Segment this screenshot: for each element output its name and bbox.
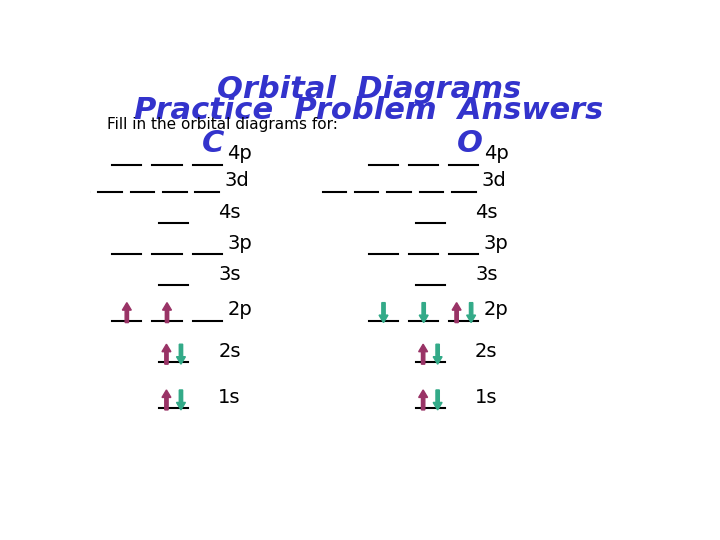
Text: 2s: 2s [218,342,240,361]
FancyArrow shape [433,390,442,410]
FancyArrow shape [433,344,442,364]
Text: 2s: 2s [475,342,498,361]
Text: 4s: 4s [475,202,498,221]
Text: 4p: 4p [228,144,252,163]
FancyArrow shape [162,344,171,364]
Text: 3p: 3p [484,234,509,253]
FancyArrow shape [419,302,428,322]
Text: 3s: 3s [475,265,498,284]
Text: 1s: 1s [475,388,498,407]
Text: Practice  Problem  Answers: Practice Problem Answers [135,96,603,125]
FancyArrow shape [122,302,131,322]
FancyArrow shape [379,302,388,322]
FancyArrow shape [163,302,171,322]
Text: C: C [202,129,224,158]
FancyArrow shape [418,390,428,410]
Text: 4p: 4p [484,144,509,163]
Text: 1s: 1s [218,388,240,407]
Text: 3p: 3p [228,234,252,253]
Text: Fill in the orbital diagrams for:: Fill in the orbital diagrams for: [107,117,338,132]
FancyArrow shape [452,302,461,322]
FancyArrow shape [176,390,186,410]
Text: 3d: 3d [481,171,506,191]
FancyArrow shape [467,302,476,322]
Text: Orbital  Diagrams: Orbital Diagrams [217,75,521,104]
Text: 4s: 4s [218,202,240,221]
FancyArrow shape [418,344,428,364]
Text: 2p: 2p [484,300,509,319]
Text: O: O [456,129,482,158]
Text: 3d: 3d [225,171,249,191]
FancyArrow shape [176,344,186,364]
Text: 2p: 2p [228,300,252,319]
FancyArrow shape [162,390,171,410]
Text: 3s: 3s [218,265,240,284]
